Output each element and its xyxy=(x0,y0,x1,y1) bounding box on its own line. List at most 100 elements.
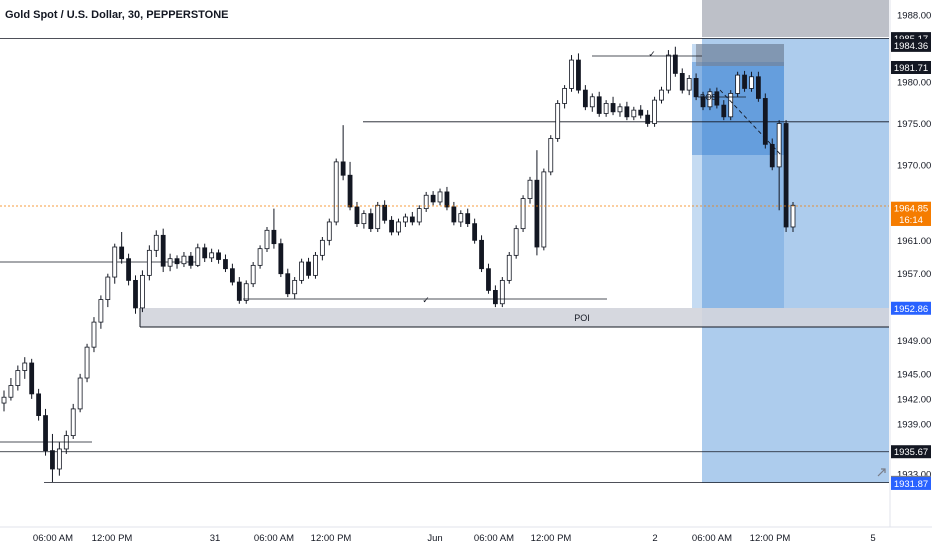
candle-body-92 xyxy=(638,109,644,116)
time-tick-5: Jun xyxy=(427,533,442,544)
candle-body-103 xyxy=(714,91,720,106)
candle-body-83 xyxy=(576,59,581,91)
time-tick-6: 06:00 AM xyxy=(474,533,514,544)
poi-zone[interactable] xyxy=(140,308,889,327)
candle-body-65 xyxy=(451,206,457,223)
price-label-bg-8 xyxy=(891,476,931,490)
candle-body-20 xyxy=(140,274,145,309)
price-label-2: 1981.71 xyxy=(894,63,928,74)
candle-body-1 xyxy=(8,385,14,398)
price-label-bg-4 xyxy=(891,212,931,226)
candle-body-30 xyxy=(209,252,215,259)
candle-body-21 xyxy=(146,249,152,276)
candle-body-73 xyxy=(506,254,512,281)
price-label-bg-6 xyxy=(891,445,931,459)
candle-body-91 xyxy=(631,109,637,118)
candle-body-42 xyxy=(292,279,298,295)
candle-body-87 xyxy=(603,103,609,114)
candle-body-99 xyxy=(686,78,692,91)
candle-body-51 xyxy=(354,206,360,225)
candle-body-43 xyxy=(299,261,305,281)
candle-body-88 xyxy=(610,103,616,113)
candle-body-98 xyxy=(679,73,685,91)
price-scale-background xyxy=(890,0,932,550)
candle-body-89 xyxy=(617,106,623,113)
candle-body-6 xyxy=(43,415,48,452)
price-label-5: 1952.86 xyxy=(894,304,928,315)
price-label-6: 1935.67 xyxy=(894,447,928,458)
candle-body-0 xyxy=(1,396,7,404)
time-tick-4: 12:00 PM xyxy=(311,533,352,544)
time-scale[interactable]: 06:00 AM 12:00 PM 31 06:00 AM 12:00 PM Jun 06:… xyxy=(0,526,932,550)
candle-body-33 xyxy=(229,268,235,283)
check-mark-mid: ✓ xyxy=(422,295,430,305)
candle-body-85 xyxy=(589,96,595,108)
price-tick-8: 1942.00 xyxy=(897,394,931,405)
price-label-1: 1984.36 xyxy=(894,41,928,52)
candle-body-22 xyxy=(153,234,159,251)
check-mark-top: ✓ xyxy=(648,49,656,59)
candle-body-10 xyxy=(70,408,76,437)
candle-body-55 xyxy=(382,204,388,221)
candle-body-25 xyxy=(174,258,180,265)
candle-body-15 xyxy=(105,276,111,300)
candle-body-93 xyxy=(645,114,651,124)
candle-body-29 xyxy=(202,247,208,259)
price-label-4: 16:14 xyxy=(899,215,923,226)
candle-body-95 xyxy=(659,89,664,101)
candle-body-37 xyxy=(257,248,263,266)
candle-body-70 xyxy=(486,268,491,291)
candle-body-58 xyxy=(403,216,408,223)
candle-body-11 xyxy=(77,377,83,410)
candle-body-69 xyxy=(479,239,484,270)
candle-body-8 xyxy=(56,448,62,470)
take-profit-zone[interactable] xyxy=(702,38,889,483)
price-label-bg-3 xyxy=(891,201,931,215)
candle-body-102 xyxy=(707,91,713,108)
candle-body-64 xyxy=(444,191,450,208)
candle-body-19 xyxy=(133,279,138,309)
time-tick-8: 2 xyxy=(652,533,657,544)
price-tick-2: 1975.00 xyxy=(897,119,931,130)
price-label-3: 1964.85 xyxy=(894,204,928,215)
candle-body-38 xyxy=(264,229,270,250)
bos-label: BOS xyxy=(700,93,717,102)
candle-body-84 xyxy=(582,89,588,108)
annotations: POI BOS ✓ ✓ xyxy=(422,49,717,323)
candle-body-35 xyxy=(243,283,249,301)
price-tick-3: 1970.00 xyxy=(897,161,931,172)
candle-body-75 xyxy=(520,198,526,230)
candle-body-53 xyxy=(368,213,374,230)
overlay-lines xyxy=(0,55,889,443)
candle-body-97 xyxy=(672,54,678,74)
resize-arrow-icon[interactable] xyxy=(877,468,886,477)
candle-body-90 xyxy=(624,106,630,118)
candle-body-54 xyxy=(375,204,381,230)
candle-body-13 xyxy=(91,321,97,348)
price-scale[interactable]: 1988.00 1980.00 1975.00 1970.00 1961.00 1957.… xyxy=(889,0,932,550)
candlestick-series xyxy=(1,46,796,483)
candle-body-81 xyxy=(562,88,568,104)
candle-body-18 xyxy=(126,258,131,281)
candle-body-31 xyxy=(216,252,221,260)
candle-body-27 xyxy=(188,255,194,266)
price-tick-0: 1988.00 xyxy=(897,11,931,22)
candle-body-67 xyxy=(465,213,471,225)
candle-body-36 xyxy=(250,264,256,285)
candle-body-104 xyxy=(721,104,727,118)
candle-body-113 xyxy=(783,123,789,228)
time-tick-7: 12:00 PM xyxy=(531,533,572,544)
candle-body-66 xyxy=(458,213,464,223)
time-tick-0: 06:00 AM xyxy=(33,533,73,544)
price-tick-1: 1980.00 xyxy=(897,77,931,88)
candle-body-108 xyxy=(749,76,754,89)
candle-body-105 xyxy=(728,93,734,118)
candle-body-112 xyxy=(776,123,782,168)
candle-body-39 xyxy=(271,229,277,245)
candle-body-24 xyxy=(167,258,173,267)
candle-body-110 xyxy=(762,98,768,145)
price-label-bg-2 xyxy=(891,60,931,74)
price-label-8: 1931.87 xyxy=(894,479,928,490)
candle-body-60 xyxy=(416,208,422,223)
